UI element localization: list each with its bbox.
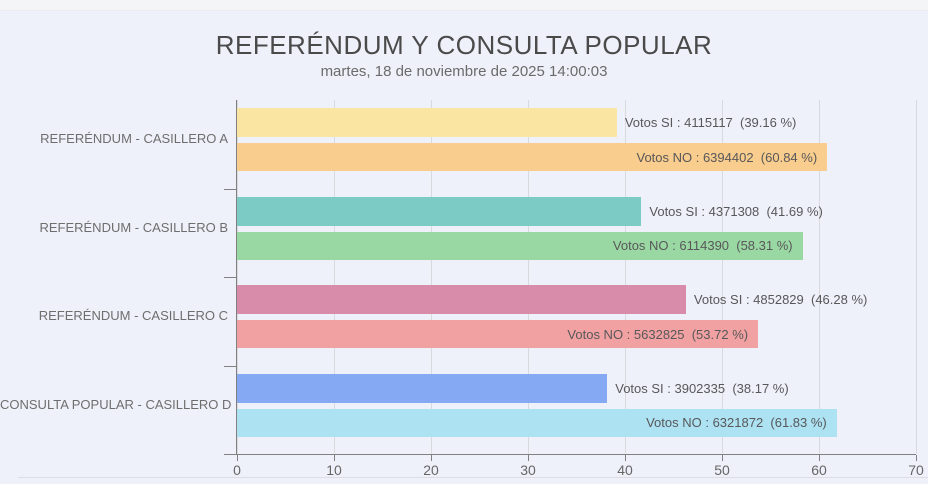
value-axis-tick-0 (237, 455, 238, 461)
category-axis-tick-1 (224, 188, 236, 190)
gridline-20 (431, 100, 432, 454)
value-axis-tick-70 (916, 455, 917, 461)
gridline-60 (819, 100, 820, 454)
value-axis-tick-40 (625, 455, 626, 461)
bar-row-2-votos-no: Votos NO : 5632825 (53.72 %) (237, 320, 916, 348)
bar-label-0-no: Votos NO : 6394402 (60.84 %) (636, 149, 818, 165)
value-axis-label-70: 70 (908, 462, 924, 478)
value-axis-tick-20 (431, 455, 432, 461)
value-axis-label-60: 60 (811, 462, 827, 478)
bar-2-si[interactable] (237, 285, 686, 314)
bottom-divider (18, 477, 928, 478)
value-axis-tick-60 (819, 455, 820, 461)
bar-row-3-votos-no: Votos NO : 6321872 (61.83 %) (237, 408, 916, 437)
bar-2-no[interactable] (237, 320, 759, 348)
bar-row-2-votos-si: Votos SI : 4852829 (46.28 %) (237, 285, 916, 314)
value-axis-label-20: 20 (423, 462, 439, 478)
gridline-70 (916, 100, 917, 454)
bar-label-3-si: Votos SI : 3902335 (38.17 %) (615, 380, 789, 396)
gridline-40 (625, 100, 626, 454)
bar-row-1-votos-si: Votos SI : 4371308 (41.69 %) (237, 196, 916, 226)
chart-subtitle: martes, 18 de noviembre de 2025 14:00:03 (320, 63, 608, 80)
category-label-1: REFERÉNDUM - CASILLERO B (39, 219, 228, 235)
value-axis-label-30: 30 (520, 462, 536, 478)
bar-row-1-votos-no: Votos NO : 6114390 (58.31 %) (237, 231, 916, 260)
gridline-30 (528, 100, 529, 454)
chart-title: REFERÉNDUM Y CONSULTA POPULAR (215, 30, 713, 60)
value-axis-tick-10 (334, 455, 335, 461)
bar-0-si[interactable] (237, 108, 617, 137)
value-axis-label-10: 10 (326, 462, 342, 478)
value-axis-label-0: 0 (233, 462, 241, 478)
bar-3-si[interactable] (237, 373, 608, 403)
value-axis-line (226, 454, 916, 455)
value-axis-tick-50 (722, 455, 723, 461)
bar-label-2-si: Votos SI : 4852829 (46.28 %) (693, 292, 868, 307)
bar-row-3-votos-si: Votos SI : 3902335 (38.17 %) (237, 373, 916, 403)
category-label-0: REFERÉNDUM - CASILLERO A (40, 131, 228, 146)
top-strip (0, 0, 928, 11)
bar-label-3-no: Votos NO : 6321872 (61.83 %) (646, 415, 827, 430)
bar-label-2-no: Votos NO : 5632825 (53.72 %) (567, 326, 749, 342)
category-label-3: CONSULTA POPULAR - CASILLERO D (0, 396, 232, 412)
bar-1-no[interactable] (237, 231, 803, 260)
category-label-2: REFERÉNDUM - CASILLERO C (38, 308, 228, 323)
category-axis-tick-2 (224, 277, 236, 278)
value-axis-tick-30 (528, 455, 529, 461)
bar-1-si[interactable] (237, 196, 642, 226)
plot-area: 0 10 20 30 40 50 60 70 Votos SI : 4115117 (39.16… (224, 100, 924, 478)
category-axis-line (236, 100, 237, 454)
bar-label-1-si: Votos SI : 4371308 (41.69 %) (649, 203, 823, 219)
bar-row-0-votos-si: Votos SI : 4115117 (39.16 %) (237, 108, 916, 137)
bar-label-0-si: Votos SI : 4115117 (39.16 %) (624, 115, 797, 130)
value-axis-label-50: 50 (714, 462, 730, 478)
gridline-50 (722, 100, 723, 454)
bar-label-1-no: Votos NO : 6114390 (58.31 %) (612, 238, 793, 253)
category-axis-tick-3 (224, 365, 236, 367)
bar-3-no[interactable] (237, 408, 837, 437)
category-axis-tick-4 (224, 453, 236, 455)
bar-row-0-votos-no: Votos NO : 6394402 (60.84 %) (237, 143, 916, 171)
gridline-10 (334, 100, 335, 454)
gridline-0 (237, 100, 238, 454)
value-axis-label-40: 40 (617, 462, 633, 478)
bar-0-no[interactable] (237, 143, 828, 171)
